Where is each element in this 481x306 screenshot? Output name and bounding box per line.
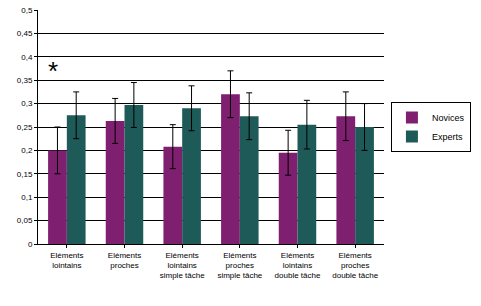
svg-text:0,3: 0,3 — [21, 99, 33, 108]
svg-text:0,05: 0,05 — [17, 216, 33, 225]
svg-text:0,2: 0,2 — [21, 146, 33, 155]
svg-text:Elémentsproches: Elémentsproches — [108, 251, 141, 270]
svg-text:0,15: 0,15 — [17, 170, 33, 179]
svg-text:0,5: 0,5 — [21, 6, 33, 15]
svg-text:0,45: 0,45 — [17, 29, 33, 38]
svg-text:*: * — [48, 56, 58, 86]
svg-text:Elémentslointains: Elémentslointains — [50, 251, 83, 270]
svg-text:Elémentslointainsdouble tâche: Elémentslointainsdouble tâche — [275, 251, 321, 281]
svg-text:Elémentsprochesdouble tâche: Elémentsprochesdouble tâche — [332, 251, 378, 281]
svg-text:0,1: 0,1 — [21, 193, 33, 202]
svg-text:Elémentslointainssimple tâche: Elémentslointainssimple tâche — [160, 251, 205, 281]
svg-text:0,25: 0,25 — [17, 123, 33, 132]
svg-text:0,35: 0,35 — [17, 76, 33, 85]
svg-text:Experts: Experts — [432, 132, 463, 142]
svg-text:Novices: Novices — [432, 113, 465, 123]
svg-text:0,4: 0,4 — [21, 53, 33, 62]
svg-text:0: 0 — [28, 240, 33, 249]
svg-text:Elémentsprochessimple tâche: Elémentsprochessimple tâche — [217, 251, 262, 281]
